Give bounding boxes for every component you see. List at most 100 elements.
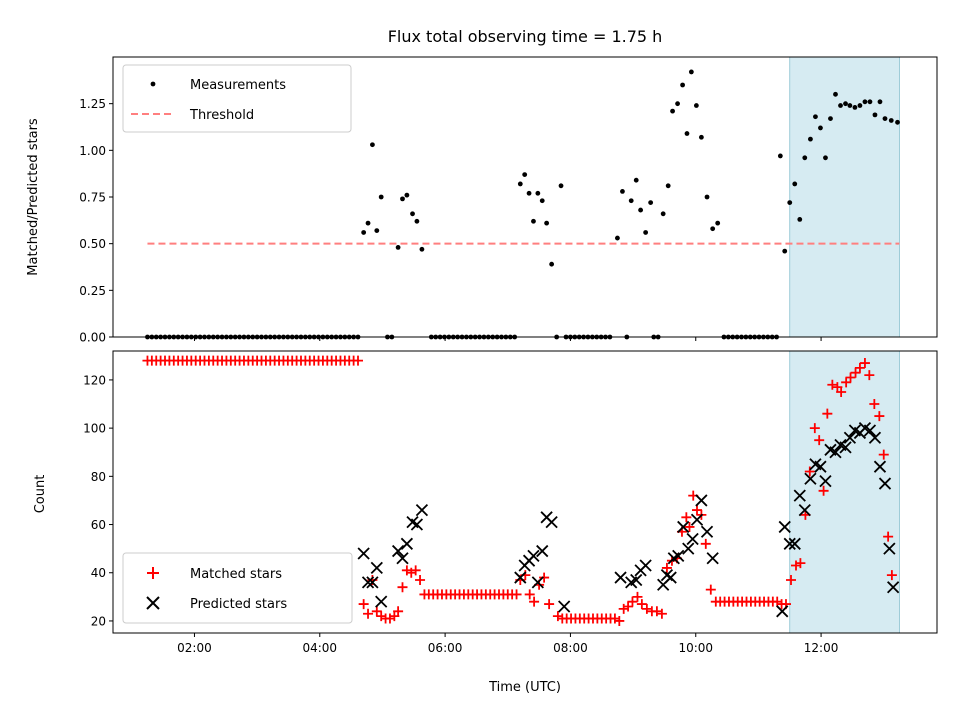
matched-star-point — [878, 449, 889, 460]
measurement-point — [535, 190, 541, 196]
y-tick-label: 100 — [83, 422, 106, 436]
y-tick-label: 1.25 — [79, 97, 106, 111]
legend-threshold-label: Threshold — [189, 108, 254, 123]
matched-star-point — [618, 603, 629, 614]
bottom-panel: 20 40 60 80 100 120 02:00 04:00 06:00 08:00 10:00 1… — [33, 350, 938, 695]
matched-star-point — [397, 582, 408, 593]
predicted-star-point — [527, 549, 540, 563]
matched-star-point — [841, 377, 852, 388]
measurement-point — [698, 134, 704, 140]
matched-star-point — [785, 574, 796, 585]
measurement-point — [867, 99, 873, 105]
predicted-star-point — [814, 460, 827, 473]
measurement-point — [847, 103, 853, 108]
matched-star-point — [641, 603, 652, 614]
predicted-star-point — [361, 576, 375, 589]
shaded-region — [789, 350, 900, 634]
measurement-point — [361, 230, 367, 235]
matched-star-point — [827, 379, 838, 390]
matched-star-point — [623, 601, 634, 612]
matched-star-point — [874, 411, 885, 422]
predicted-star-point — [396, 552, 409, 565]
measurement-point — [633, 177, 639, 183]
matched-star-point — [511, 589, 522, 600]
y-tick-label: 40 — [91, 566, 106, 580]
matched-star-point — [705, 584, 716, 595]
y-tick-label: 1.00 — [79, 144, 106, 158]
matched-star-point — [415, 574, 426, 585]
matched-star-point — [384, 613, 395, 624]
top-panel-frame — [112, 56, 938, 338]
y-tick-label: 120 — [83, 373, 106, 387]
measurement-point — [782, 248, 788, 254]
matched-star-point — [539, 572, 550, 583]
predicted-star-point — [819, 475, 832, 488]
matched-star-point — [656, 608, 667, 619]
matched-star-point — [410, 565, 421, 576]
measurement-point — [787, 200, 793, 206]
measurement-point — [818, 125, 823, 131]
shaded-region — [789, 56, 900, 338]
measurement-point — [539, 198, 545, 204]
matched-star-point — [529, 596, 540, 607]
x-tick-label: 02:00 — [177, 641, 212, 655]
matched-star-point — [627, 596, 638, 607]
measurement-point — [648, 200, 654, 206]
predicted-star-point — [776, 605, 789, 618]
measurement-point — [843, 101, 848, 107]
matched-star-point — [869, 399, 880, 410]
predicted-star-point — [558, 600, 571, 613]
top-legend: Measurements Threshold — [122, 64, 352, 133]
bottom-y-axis-label: Count — [33, 475, 48, 514]
legend-measurements-label: Measurements — [190, 78, 286, 93]
predicted-star-point — [804, 472, 817, 485]
predicted-star-point — [887, 581, 900, 594]
predicted-star-point — [686, 532, 699, 546]
measurement-point — [852, 105, 858, 110]
legend-predicted-marker — [146, 596, 160, 610]
measurement-point — [404, 192, 410, 198]
matched-star-point — [804, 466, 815, 477]
predicted-star-point — [630, 573, 643, 587]
predicted-star-point — [878, 477, 892, 490]
matched-star-point — [684, 521, 695, 532]
matched-star-point — [552, 611, 563, 622]
matched-star-point — [791, 560, 802, 571]
measurement-point — [517, 181, 523, 187]
measurement-point — [704, 194, 710, 200]
matched-star-point — [353, 355, 364, 366]
matched-star-point — [681, 512, 692, 523]
predicted-star-point — [672, 549, 685, 563]
predicted-star-point — [868, 431, 882, 444]
predicted-star-point — [863, 424, 877, 437]
predicted-star-point — [839, 441, 852, 454]
predicted-star-point — [536, 544, 549, 558]
measurement-point — [808, 136, 813, 142]
predicted-star-point — [664, 571, 677, 584]
measurement-point — [838, 103, 843, 108]
matched-star-point — [376, 611, 387, 622]
predicted-star-point — [400, 537, 414, 550]
matched-star-point — [836, 386, 847, 397]
legend-matched-label: Matched stars — [190, 567, 282, 582]
y-tick-label: 0.00 — [79, 331, 106, 345]
measurement-point — [378, 194, 384, 200]
predicted-star-point — [843, 431, 857, 444]
measurement-point — [777, 153, 783, 159]
measurement-point — [670, 108, 675, 114]
matched-star-point — [859, 358, 870, 369]
matched-star-point — [632, 591, 643, 602]
y-tick-label: 0.50 — [79, 237, 106, 251]
measurement-point — [872, 112, 878, 118]
predicted-star-point — [778, 520, 791, 534]
measurement-point — [792, 181, 798, 187]
measurement-point — [688, 69, 694, 75]
matched-star-point — [692, 505, 703, 516]
top-panel: 0.00 0.25 0.50 0.75 1.00 1.25 Matched/Predict… — [26, 56, 938, 345]
measurement-point — [813, 114, 818, 120]
predicted-star-point — [375, 595, 388, 608]
predicted-star-point — [700, 525, 714, 538]
measurement-point — [715, 220, 721, 226]
legend-measurements-marker — [150, 81, 156, 87]
matched-star-point — [822, 408, 833, 419]
